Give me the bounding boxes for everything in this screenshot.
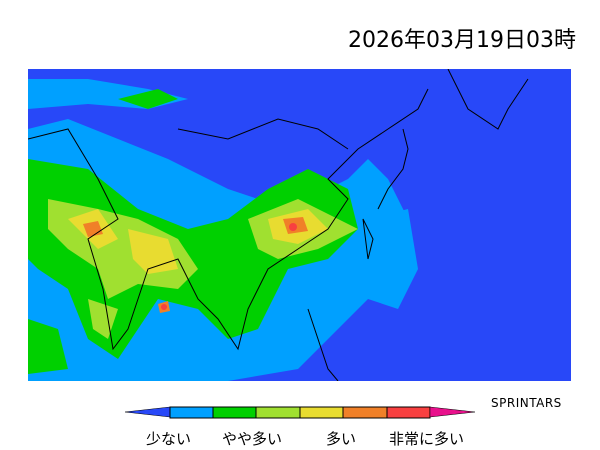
legend-label-high: 多い [326,430,357,448]
legend-label-low: 少ない [146,430,192,448]
coastlines [28,69,529,381]
legend-label-somewhat-high: やや多い [222,430,283,448]
legend-swatch [386,406,431,419]
legend-swatch [169,406,214,419]
legend-label-very-high: 非常に多い [389,430,465,448]
legend-swatch [342,406,388,419]
legend-swatch [212,406,257,419]
aerosol-map [28,69,571,381]
legend-swatch [299,406,344,419]
legend-low-arrow [124,406,171,418]
legend-high-arrow [429,406,476,418]
red-regions [161,223,297,310]
model-credit: SPRINTARS [491,396,562,410]
color-legend [124,406,476,419]
legend-swatch [255,406,301,419]
forecast-datetime: 2026年03月19日03時 [348,28,576,53]
